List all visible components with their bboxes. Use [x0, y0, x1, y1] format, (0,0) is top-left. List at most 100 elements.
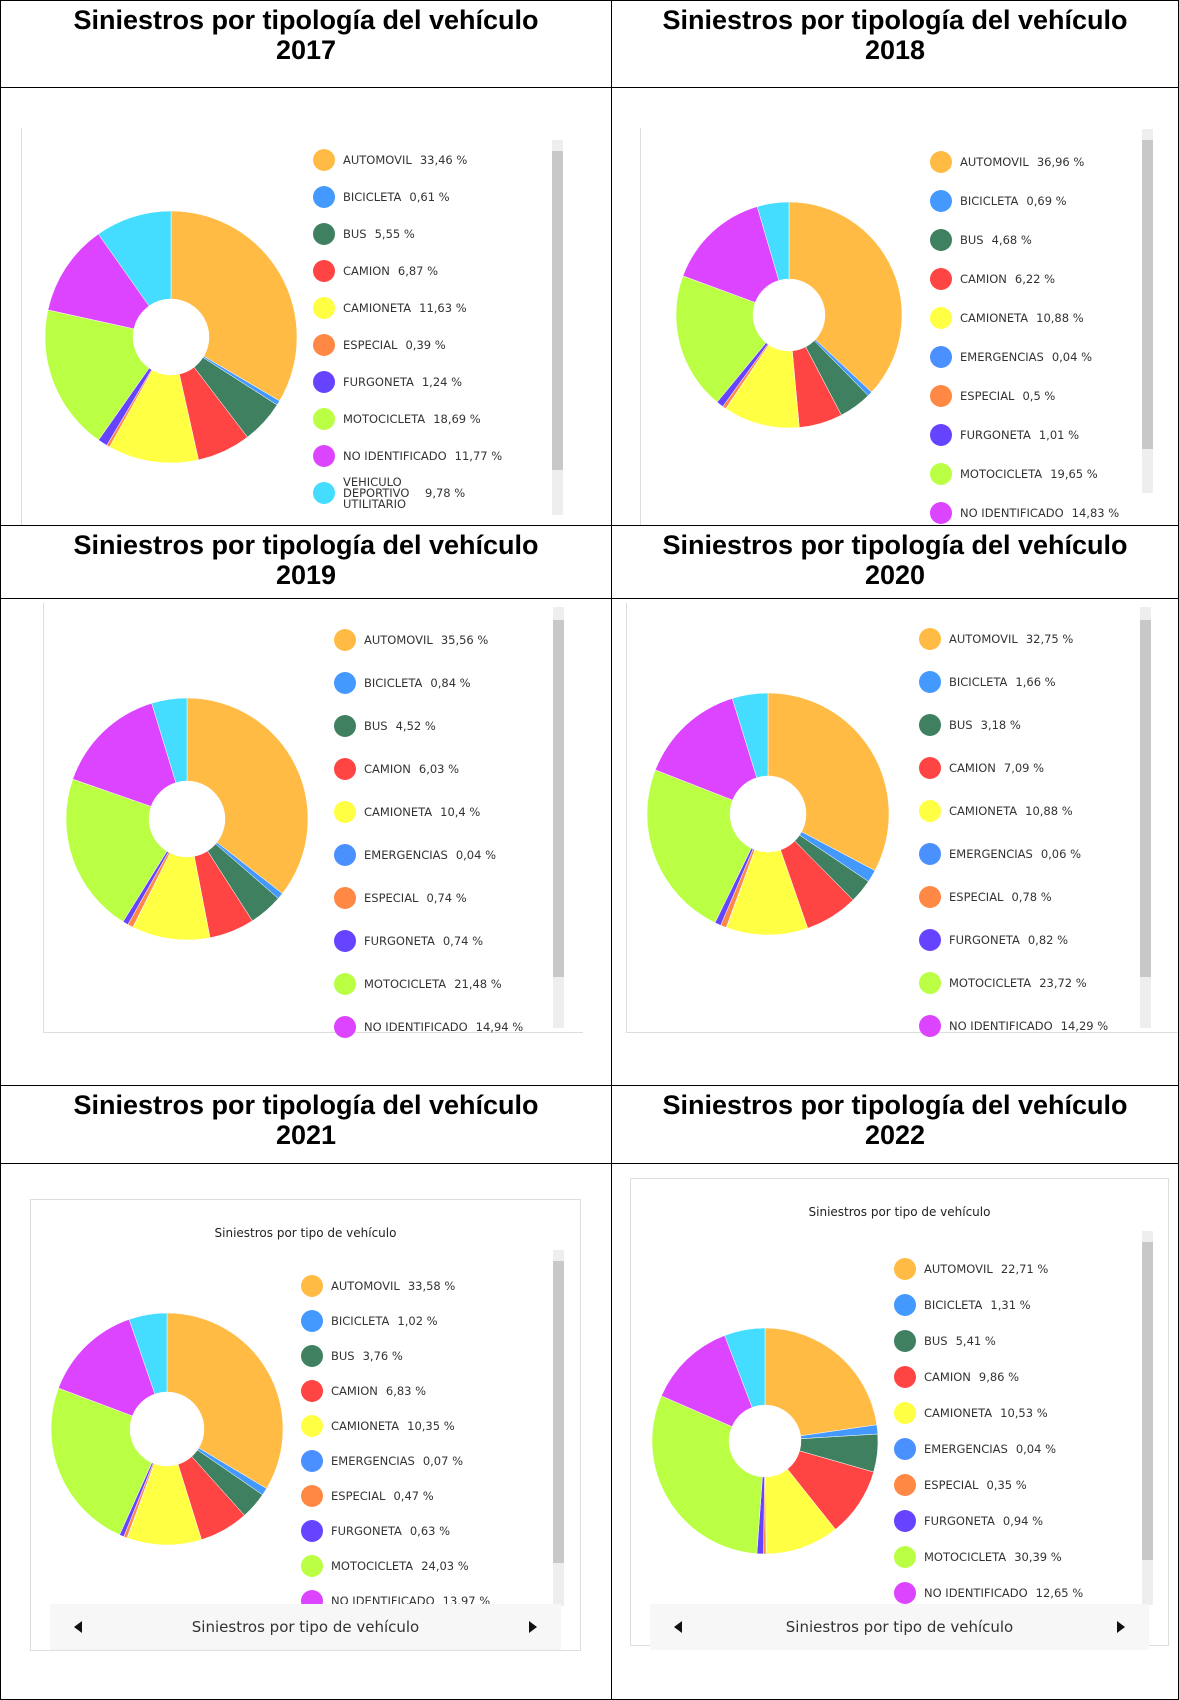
legend-item: NO IDENTIFICADO 14,83 %: [930, 501, 1119, 525]
legend-value: 0,69 %: [1026, 194, 1067, 208]
legend-dot: [919, 714, 941, 736]
legend-value: 14,83 %: [1071, 506, 1120, 520]
legend-dot: [301, 1415, 323, 1437]
chart-year: 2022: [864, 1120, 926, 1150]
legend-dot: [313, 482, 335, 504]
legend-label: CAMIONETA: [924, 1405, 993, 1420]
legend-dot: [313, 445, 335, 467]
legend-value: 5,55 %: [374, 227, 415, 241]
scrollbar-thumb: [1142, 139, 1153, 450]
legend-label: BICICLETA: [949, 674, 1008, 689]
legend-label: CAMION: [949, 760, 996, 775]
header-cell: Siniestros por tipología del vehículo 201…: [0, 525, 612, 599]
chart-cell: Siniestros por tipo de vehículo AUTOMOVIL…: [611, 1163, 1179, 1700]
legend-value: 23,72 %: [1039, 976, 1087, 990]
inner-title: Siniestros por tipo de vehículo: [214, 1226, 397, 1240]
legend-dot: [894, 1330, 916, 1352]
legend-item: BICICLETA 1,66 %: [919, 670, 1056, 694]
legend-value: 4,52 %: [395, 719, 436, 733]
prev-arrow: [674, 1621, 682, 1633]
legend-value: 6,22 %: [1014, 272, 1056, 286]
legend-value: 7,09 %: [1003, 761, 1045, 775]
legend-dot: [301, 1345, 323, 1367]
legend-value: 0,82 %: [1027, 933, 1069, 947]
legend-label: BUS: [924, 1333, 948, 1348]
chart-year: 2017: [275, 35, 337, 65]
legend-label: BICICLETA: [343, 189, 402, 204]
legend-item: FURGONETA 0,63 %: [301, 1519, 450, 1543]
pie-slice: [186, 697, 309, 894]
legend-value: 1,31 %: [990, 1298, 1031, 1312]
legend-value: 36,96 %: [1036, 155, 1085, 169]
legend-dot: [313, 186, 335, 208]
legend-dot: [930, 346, 952, 368]
header-cell: Siniestros por tipología del vehículo 201…: [0, 0, 612, 88]
legend-dot: [301, 1520, 323, 1542]
legend-dot: [313, 371, 335, 393]
legend-item: AUTOMOVIL 33,46 %: [313, 148, 467, 172]
legend-label: MOTOCICLETA: [949, 975, 1032, 990]
pie-slice: [166, 1312, 284, 1489]
legend-label: BUS: [364, 718, 388, 733]
legend-dot: [334, 930, 356, 952]
legend-label: FURGONETA: [924, 1513, 995, 1528]
legend-item: CAMION 6,22 %: [930, 267, 1055, 291]
chart-frame: [626, 603, 1178, 1033]
legend-value: 0,04 %: [455, 848, 497, 862]
scrollbar-thumb: [1142, 1242, 1153, 1561]
legend-label: ESPECIAL: [960, 388, 1015, 403]
legend-dot: [301, 1275, 323, 1297]
scrollbar-thumb: [1140, 619, 1151, 978]
chart-frame: [43, 603, 583, 1033]
scrollbar: [1142, 1231, 1153, 1605]
legend-label: NO IDENTIFICADO: [364, 1019, 468, 1034]
pie-slice: [675, 275, 767, 403]
legend-dot: [894, 1366, 916, 1388]
legend-item: CAMIONETA 10,53 %: [894, 1401, 1048, 1425]
legend-value: 0,35 %: [986, 1478, 1027, 1492]
legend-label: CAMION: [924, 1369, 971, 1384]
pie-slice: [646, 769, 752, 924]
legend-item: ESPECIAL 0,74 %: [334, 886, 467, 910]
legend-label: CAMIONETA: [364, 804, 433, 819]
pie-slice: [724, 1327, 766, 1408]
pie-slice: [651, 1395, 763, 1554]
legend-value: 21,48 %: [454, 977, 502, 991]
legend-item: BUS 5,41 %: [894, 1329, 996, 1353]
legend-value: 10,35 %: [407, 1419, 455, 1433]
legend-item: NO IDENTIFICADO 11,77 %: [313, 444, 502, 468]
legend-value: 0,63 %: [409, 1524, 451, 1538]
legend-value: 10,4 %: [440, 805, 481, 819]
legend-item: CAMION 6,87 %: [313, 259, 438, 283]
chart-year: 2020: [864, 560, 926, 590]
legend-dot: [334, 887, 356, 909]
legend-value: 0,04 %: [1015, 1442, 1057, 1456]
legend-item: FURGONETA 1,01 %: [930, 423, 1079, 447]
header-cell: Siniestros por tipología del vehículo 201…: [611, 0, 1179, 88]
legend-value: 12,65 %: [1035, 1586, 1084, 1600]
legend-item: BUS 4,68 %: [930, 228, 1032, 252]
legend-item: CAMIONETA 10,35 %: [301, 1414, 455, 1438]
next-arrow: [1117, 1621, 1125, 1633]
legend-value: 4,68 %: [991, 233, 1032, 247]
legend-item: EMERGENCIAS 0,04 %: [894, 1437, 1056, 1461]
legend-dot: [930, 385, 952, 407]
pie-slice: [767, 692, 890, 871]
legend-item: MOTOCICLETA 19,65 %: [930, 462, 1098, 486]
pie-slice: [50, 1387, 153, 1536]
legend-dot: [334, 672, 356, 694]
legend-label: ESPECIAL: [364, 890, 419, 905]
legend-item: BICICLETA 1,02 %: [301, 1309, 438, 1333]
legend-value: 6,87 %: [397, 264, 439, 278]
legend-label: NO IDENTIFICADO: [924, 1585, 1028, 1600]
legend-label: CAMIONETA: [960, 310, 1029, 325]
pie-chart: [646, 692, 890, 936]
legend-label: CAMION: [364, 761, 411, 776]
legend-value: 14,29 %: [1060, 1019, 1109, 1033]
legend-value: 0,39 %: [405, 338, 446, 352]
legend-item: ESPECIAL 0,47 %: [301, 1484, 434, 1508]
legend-label: AUTOMOVIL: [960, 154, 1029, 169]
legend-dot: [930, 463, 952, 485]
legend-label: BICICLETA: [924, 1297, 983, 1312]
pie-slice: [170, 210, 298, 402]
